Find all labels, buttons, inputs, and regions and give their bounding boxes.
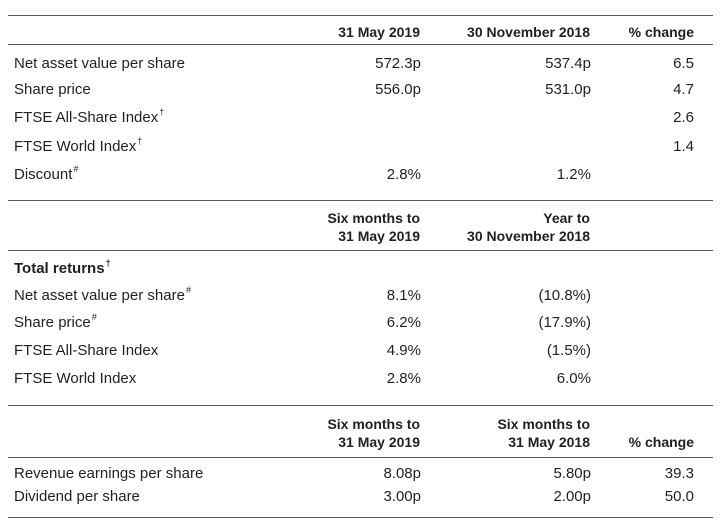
value-year: (17.9%) bbox=[538, 314, 591, 331]
value-six-months: 4.9% bbox=[386, 342, 421, 359]
header-divider bbox=[8, 44, 713, 45]
row-label-text: Net asset value per share bbox=[14, 287, 185, 304]
row-label-text: Share price bbox=[14, 81, 91, 98]
table-row: FTSE All-Share Index 4.9% (1.5%) bbox=[0, 342, 721, 360]
value-six-months: 8.1% bbox=[386, 287, 421, 304]
value-current: 2.8% bbox=[386, 166, 421, 183]
header-line: 31 May 2019 bbox=[338, 228, 420, 244]
header-line: 31 May 2019 bbox=[338, 434, 420, 450]
footnote-marker: † bbox=[137, 136, 143, 146]
value-current: 556.0p bbox=[375, 81, 421, 98]
section-divider bbox=[8, 200, 713, 201]
row-label-text: Dividend per share bbox=[14, 488, 140, 505]
value-prior: 5.80p bbox=[553, 465, 591, 482]
table-row: FTSE All-Share Index† 2.6 bbox=[0, 107, 721, 127]
value-percent-change: 1.4 bbox=[673, 138, 694, 155]
footnote-marker: # bbox=[91, 312, 97, 322]
row-label-text: Discount bbox=[14, 166, 73, 183]
value-prior: 1.2% bbox=[556, 166, 591, 183]
header-divider bbox=[8, 250, 713, 251]
header-year-to-30-november-2018: Year to 30 November 2018 bbox=[467, 209, 590, 245]
section-divider bbox=[8, 405, 713, 406]
table-row: Net asset value per share 572.3p 537.4p … bbox=[0, 55, 721, 73]
table-row: Share price# 6.2% (17.9%) bbox=[0, 312, 721, 332]
value-percent-change: 4.7 bbox=[673, 81, 694, 98]
row-label-text: FTSE World Index bbox=[14, 370, 137, 387]
total-returns-heading: Total returns† bbox=[14, 258, 111, 278]
header-30-november-2018: 30 November 2018 bbox=[467, 24, 590, 40]
row-label-text: Net asset value per share bbox=[14, 55, 185, 72]
value-year: (10.8%) bbox=[538, 287, 591, 304]
header-line: Six months to bbox=[327, 416, 420, 432]
header-divider bbox=[8, 457, 713, 458]
footnote-marker: † bbox=[159, 107, 165, 117]
value-current: 572.3p bbox=[375, 55, 421, 72]
header-31-may-2019: 31 May 2019 bbox=[338, 24, 420, 40]
value-current: 3.00p bbox=[383, 488, 421, 505]
header-percent-change: % change bbox=[628, 434, 694, 450]
value-six-months: 6.2% bbox=[386, 314, 421, 331]
row-label: Discount# bbox=[14, 164, 79, 184]
value-six-months: 2.8% bbox=[386, 370, 421, 387]
table-row: Discount# 2.8% 1.2% bbox=[0, 164, 721, 184]
row-label-text: Revenue earnings per share bbox=[14, 465, 204, 482]
summary-header-row: 31 May 2019 30 November 2018 % change bbox=[0, 23, 721, 41]
row-label-text: FTSE World Index bbox=[14, 138, 137, 155]
header-six-months-to-31-may-2019: Six months to 31 May 2019 bbox=[327, 415, 420, 451]
value-percent-change: 50.0 bbox=[664, 488, 694, 505]
heading-text: Total returns bbox=[14, 260, 105, 277]
row-label: FTSE All-Share Index† bbox=[14, 107, 165, 127]
row-label: FTSE World Index† bbox=[14, 136, 143, 156]
value-percent-change: 2.6 bbox=[673, 109, 694, 126]
header-percent-change: % change bbox=[628, 24, 694, 40]
table-row: Share price 556.0p 531.0p 4.7 bbox=[0, 81, 721, 99]
footnote-marker: # bbox=[185, 285, 191, 295]
value-prior: 531.0p bbox=[545, 81, 591, 98]
table-row: Net asset value per share# 8.1% (10.8%) bbox=[0, 285, 721, 305]
row-label: Net asset value per share# bbox=[14, 285, 191, 305]
row-label: Revenue earnings per share bbox=[14, 465, 203, 483]
table-top-rule bbox=[8, 15, 713, 16]
value-year: (1.5%) bbox=[546, 342, 591, 359]
table-row: FTSE World Index† 1.4 bbox=[0, 136, 721, 156]
value-prior: 537.4p bbox=[545, 55, 591, 72]
row-label: Dividend per share bbox=[14, 488, 140, 506]
row-label-text: Share price bbox=[14, 314, 91, 331]
row-label-text: FTSE All-Share Index bbox=[14, 109, 159, 126]
row-label: FTSE All-Share Index bbox=[14, 342, 158, 360]
table-row: FTSE World Index 2.8% 6.0% bbox=[0, 370, 721, 388]
footnote-marker: † bbox=[105, 258, 111, 268]
row-label: FTSE World Index bbox=[14, 370, 136, 388]
row-label: Net asset value per share bbox=[14, 55, 185, 73]
value-percent-change: 39.3 bbox=[664, 465, 694, 482]
row-label: Share price bbox=[14, 81, 91, 99]
header-line: Six months to bbox=[497, 416, 590, 432]
header-six-months-to-31-may-2019: Six months to 31 May 2019 bbox=[327, 209, 420, 245]
table-bottom-rule bbox=[8, 517, 713, 518]
header-line: 30 November 2018 bbox=[467, 228, 590, 244]
header-line: 31 May 2018 bbox=[508, 434, 590, 450]
value-prior: 2.00p bbox=[553, 488, 591, 505]
footnote-marker: # bbox=[73, 164, 79, 174]
value-current: 8.08p bbox=[383, 465, 421, 482]
header-line: Six months to bbox=[327, 210, 420, 226]
value-year: 6.0% bbox=[556, 370, 591, 387]
table-row: Dividend per share 3.00p 2.00p 50.0 bbox=[0, 488, 721, 506]
header-six-months-to-31-may-2018: Six months to 31 May 2018 bbox=[497, 415, 590, 451]
value-percent-change: 6.5 bbox=[673, 55, 694, 72]
row-label: Share price# bbox=[14, 312, 97, 332]
header-line: Year to bbox=[543, 210, 590, 226]
table-row: Revenue earnings per share 8.08p 5.80p 3… bbox=[0, 465, 721, 483]
row-label-text: FTSE All-Share Index bbox=[14, 342, 159, 359]
